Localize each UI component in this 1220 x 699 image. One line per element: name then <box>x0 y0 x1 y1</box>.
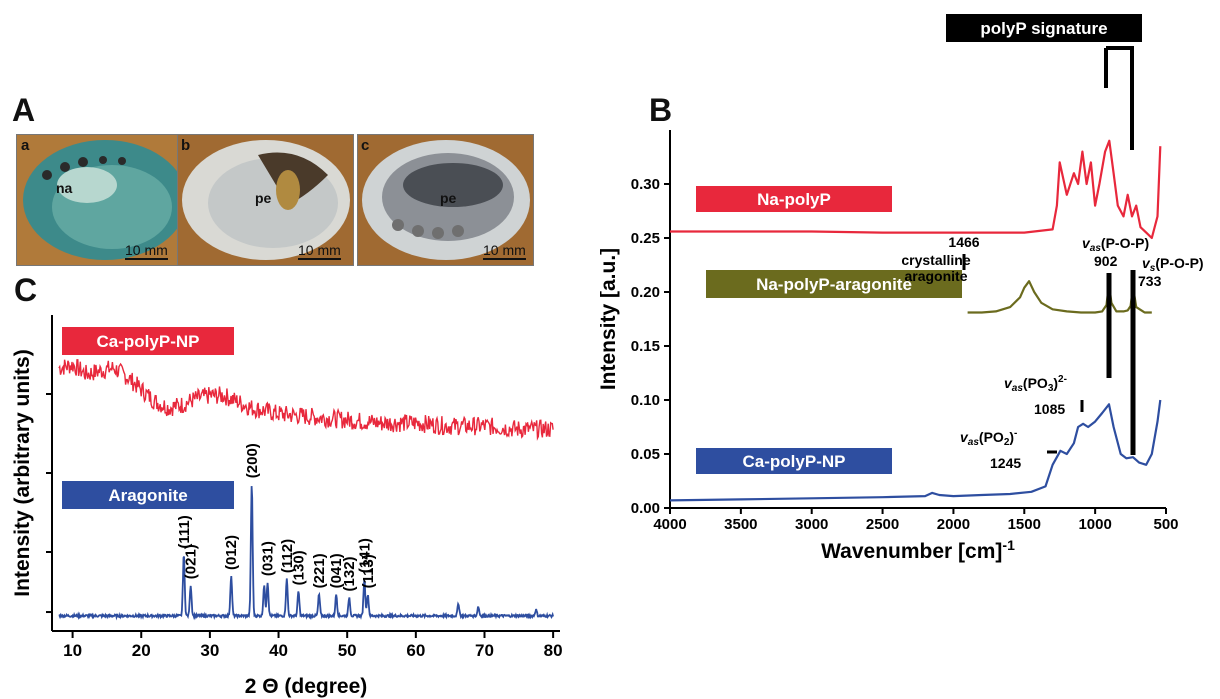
annot-crystalline: crystalline <box>901 252 970 268</box>
ftir-y-label: Intensity [a.u.] <box>600 248 620 390</box>
legend-box-xrd-ca-polyp-np <box>62 327 234 355</box>
photo-label-pe-b: pe <box>255 190 272 206</box>
xrd-peak-label: (113) <box>360 554 377 588</box>
scale-bar-c: 10 mm <box>483 242 526 260</box>
signature-bracket <box>1104 46 1134 150</box>
annot-902: 902 <box>1094 253 1118 269</box>
annot-vas-po3: vas(PO3)2- <box>1004 374 1067 394</box>
panel-letter-c: C <box>14 272 38 308</box>
xrd-peak-label: (130) <box>290 550 307 585</box>
ftir-x-tick-label: 2500 <box>866 516 899 533</box>
xrd-peak-label: (141) <box>356 538 373 573</box>
xrd-x-label: 2 Θ (degree) <box>245 675 368 698</box>
shell-image-b <box>178 135 353 265</box>
panel-letter-a: A <box>12 92 36 128</box>
legend-box-na-polyp-aragonite <box>706 270 962 298</box>
ftir-y-tick-label: 0.00 <box>631 500 660 517</box>
signature-label: polyP signature <box>980 19 1107 38</box>
xrd-peak-label: (200) <box>244 443 261 478</box>
legend-label-na-polyp-aragonite: Na-polyP-aragonite <box>756 275 912 294</box>
xrd-x-tick-label: 70 <box>475 641 494 660</box>
xrd-peak-label: (132) <box>341 556 358 591</box>
ftir-y-tick-label: 0.30 <box>631 176 660 193</box>
annot-733: 733 <box>1138 273 1162 289</box>
annot-vas-pop: vas(P-O-P) <box>1082 235 1149 254</box>
annot-aragonite: aragonite <box>904 268 967 284</box>
ftir-x-tick-label: 2000 <box>937 516 970 533</box>
photo-tag-b: b <box>181 137 191 154</box>
scale-bar-a: 10 mm <box>125 242 168 260</box>
legend-label-na-polyp: Na-polyP <box>757 190 831 209</box>
ftir-series-na-polyp <box>670 139 1162 240</box>
xrd-series-aragonite <box>58 486 554 621</box>
photo-label-pe-c: pe <box>440 190 457 206</box>
ftir-y-tick-label: 0.20 <box>631 284 660 301</box>
scale-bar-b: 10 mm <box>298 242 341 260</box>
xrd-series-ca-polyp-np <box>58 359 554 441</box>
legend-label-ca-polyp-np: Ca-polyP-NP <box>743 452 846 471</box>
annot-1085: 1085 <box>1034 401 1065 417</box>
ftir-x-tick-label: 1500 <box>1008 516 1041 533</box>
annot-1245: 1245 <box>990 455 1021 471</box>
xrd-x-tick-label: 80 <box>544 641 563 660</box>
photo-label-na: na <box>56 180 73 196</box>
annot-vas-po2: vas(PO2)- <box>960 428 1017 448</box>
ftir-y-tick-label: 0.05 <box>631 446 660 463</box>
annot-vs-pop: vs(P-O-P) <box>1142 255 1204 274</box>
xrd-chart: 10 20 30 40 50 60 70 80 2 Θ (degree) Intensity (a… <box>11 315 563 698</box>
annot-1466: 1466 <box>948 234 979 250</box>
xrd-x-tick-label: 20 <box>132 641 151 660</box>
xrd-peak-label: (041) <box>328 553 345 588</box>
ftir-x-tick-label: 1000 <box>1078 516 1111 533</box>
xrd-y-label: Intensity (arbitrary units) <box>11 349 34 596</box>
signature-box <box>946 14 1142 42</box>
ftir-y-tick-label: 0.25 <box>631 230 660 247</box>
ftir-series-ca-polyp-np <box>669 399 1162 502</box>
ftir-x-tick-label: 3000 <box>795 516 828 533</box>
ftir-y-tick-label: 0.10 <box>631 392 660 409</box>
legend-box-na-polyp <box>696 186 892 212</box>
legend-box-ca-polyp-np <box>696 448 892 474</box>
xrd-x-tick-label: 10 <box>63 641 82 660</box>
xrd-peak-labels: (111)(021) (012) (200) (031) (112)(130) (221)… <box>176 443 377 591</box>
ftir-series-na-polyp-aragonite <box>967 280 1152 314</box>
shell-photo-b <box>177 134 354 266</box>
shell-photo-a <box>16 134 193 266</box>
xrd-peak-label: (021) <box>183 544 200 579</box>
xrd-peak-label: (111) <box>176 515 193 548</box>
shell-image-a <box>17 135 192 265</box>
xrd-x-tick-label: 30 <box>200 641 219 660</box>
ftir-y-tick-label: 0.15 <box>631 338 660 355</box>
xrd-x-tick-label: 50 <box>338 641 357 660</box>
legend-label-xrd-aragonite: Aragonite <box>108 486 187 505</box>
legend-box-xrd-aragonite <box>62 481 234 509</box>
xrd-series <box>58 359 554 621</box>
xrd-peak-label: (221) <box>311 553 328 588</box>
xrd-x-tick-label: 60 <box>406 641 425 660</box>
ftir-x-label: Wavenumber [cm]-1 <box>821 537 1015 563</box>
xrd-x-tick-label: 40 <box>269 641 288 660</box>
ftir-chart: polyP signature 4000 3500 3000 2500 2000 1500… <box>600 14 1204 563</box>
ftir-x-tick-label: 4000 <box>653 516 686 533</box>
shell-photo-c <box>357 134 534 266</box>
photo-tag-a: a <box>21 137 30 154</box>
ftir-axes: 4000 3500 3000 2500 2000 1500 1000 500 0.00 0.05 0… <box>600 130 1179 563</box>
photo-tag-c: c <box>361 137 370 154</box>
xrd-axes: 10 20 30 40 50 60 70 80 2 Θ (degree) Intensity (a… <box>11 315 563 698</box>
xrd-peak-label: (012) <box>223 535 240 570</box>
xrd-peak-label: (112) <box>279 539 296 573</box>
ftir-x-tick-label: 500 <box>1153 516 1178 533</box>
shell-image-c <box>358 135 533 265</box>
xrd-peak-label: (031) <box>260 541 277 576</box>
panel-letter-b: B <box>649 92 673 128</box>
legend-label-xrd-ca-polyp-np: Ca-polyP-NP <box>97 332 200 351</box>
ftir-x-tick-label: 3500 <box>724 516 757 533</box>
